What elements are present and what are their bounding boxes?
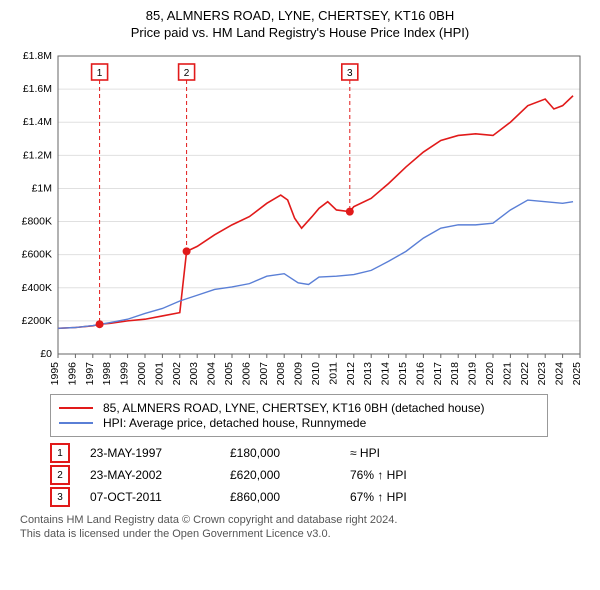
legend: 85, ALMNERS ROAD, LYNE, CHERTSEY, KT16 0… [50,394,548,437]
title-address: 85, ALMNERS ROAD, LYNE, CHERTSEY, KT16 0… [10,8,590,23]
legend-swatch [59,422,93,424]
svg-text:2008: 2008 [275,362,287,386]
sale-marker-box: 2 [50,465,70,485]
svg-text:2005: 2005 [223,362,235,386]
svg-text:2002: 2002 [171,362,183,386]
svg-text:2014: 2014 [380,362,392,386]
sale-relative: 67% ↑ HPI [350,490,470,504]
legend-label: HPI: Average price, detached house, Runn… [103,416,366,430]
svg-text:£600K: £600K [22,249,52,261]
svg-text:£1.2M: £1.2M [23,149,52,161]
svg-text:2004: 2004 [206,362,218,386]
svg-text:1: 1 [97,68,103,79]
svg-text:£200K: £200K [22,315,52,327]
legend-label: 85, ALMNERS ROAD, LYNE, CHERTSEY, KT16 0… [103,401,485,415]
svg-text:2000: 2000 [136,362,148,386]
svg-text:3: 3 [347,68,353,79]
legend-item: 85, ALMNERS ROAD, LYNE, CHERTSEY, KT16 0… [59,401,539,415]
footnote-line1: Contains HM Land Registry data © Crown c… [20,513,590,527]
svg-text:2022: 2022 [519,362,531,386]
legend-item: HPI: Average price, detached house, Runn… [59,416,539,430]
sale-price: £180,000 [230,446,350,460]
svg-text:2013: 2013 [362,362,374,386]
svg-text:2016: 2016 [414,362,426,386]
svg-text:2012: 2012 [345,362,357,386]
svg-text:£1.6M: £1.6M [23,83,52,95]
svg-text:2011: 2011 [327,362,339,385]
svg-text:2010: 2010 [310,362,322,386]
svg-text:2015: 2015 [397,362,409,386]
svg-text:2007: 2007 [258,362,270,386]
sale-price: £860,000 [230,490,350,504]
svg-text:2009: 2009 [293,362,305,386]
sale-relative: 76% ↑ HPI [350,468,470,482]
svg-text:£0: £0 [40,348,52,360]
svg-text:£800K: £800K [22,216,52,228]
sale-date: 07-OCT-2011 [90,490,230,504]
sale-row: 1 23-MAY-1997£180,000≈ HPI [50,443,590,463]
footnote-line2: This data is licensed under the Open Gov… [20,527,590,541]
sale-date: 23-MAY-2002 [90,468,230,482]
svg-text:1999: 1999 [119,362,131,386]
svg-text:2018: 2018 [449,362,461,386]
svg-text:£1.8M: £1.8M [23,50,52,62]
sale-row: 2 23-MAY-2002£620,00076% ↑ HPI [50,465,590,485]
chart-svg: £0 £200K £400K £600K £800K £1M £1.2M £1.4M £1.6M… [10,46,590,386]
svg-text:2020: 2020 [484,362,496,386]
svg-text:2021: 2021 [501,362,513,386]
sale-row: 3 07-OCT-2011£860,00067% ↑ HPI [50,487,590,507]
svg-text:1997: 1997 [84,362,96,386]
svg-text:1998: 1998 [101,362,113,386]
svg-text:2024: 2024 [554,362,566,386]
footnote: Contains HM Land Registry data © Crown c… [20,513,590,542]
svg-text:2006: 2006 [240,362,252,386]
svg-text:£1M: £1M [32,182,52,194]
svg-text:1995: 1995 [49,362,61,386]
svg-text:£400K: £400K [22,282,52,294]
sale-marker-box: 3 [50,487,70,507]
svg-text:2019: 2019 [467,362,479,386]
svg-text:2: 2 [184,68,190,79]
sales-table: 1 23-MAY-1997£180,000≈ HPI 2 23-MAY-2002£62… [50,443,590,507]
svg-text:1996: 1996 [66,362,78,386]
svg-text:£1.4M: £1.4M [23,116,52,128]
sale-relative: ≈ HPI [350,446,470,460]
chart-area: £0 £200K £400K £600K £800K £1M £1.2M £1.4M £1.6M… [10,46,590,386]
chart-title-block: 85, ALMNERS ROAD, LYNE, CHERTSEY, KT16 0… [10,8,590,40]
title-subtitle: Price paid vs. HM Land Registry's House … [10,25,590,40]
svg-text:2025: 2025 [571,362,583,386]
sale-price: £620,000 [230,468,350,482]
svg-text:2017: 2017 [432,362,444,386]
legend-swatch [59,407,93,409]
svg-text:2003: 2003 [188,362,200,386]
svg-text:2023: 2023 [536,362,548,386]
sale-marker-box: 1 [50,443,70,463]
sale-date: 23-MAY-1997 [90,446,230,460]
svg-text:2001: 2001 [153,362,165,386]
